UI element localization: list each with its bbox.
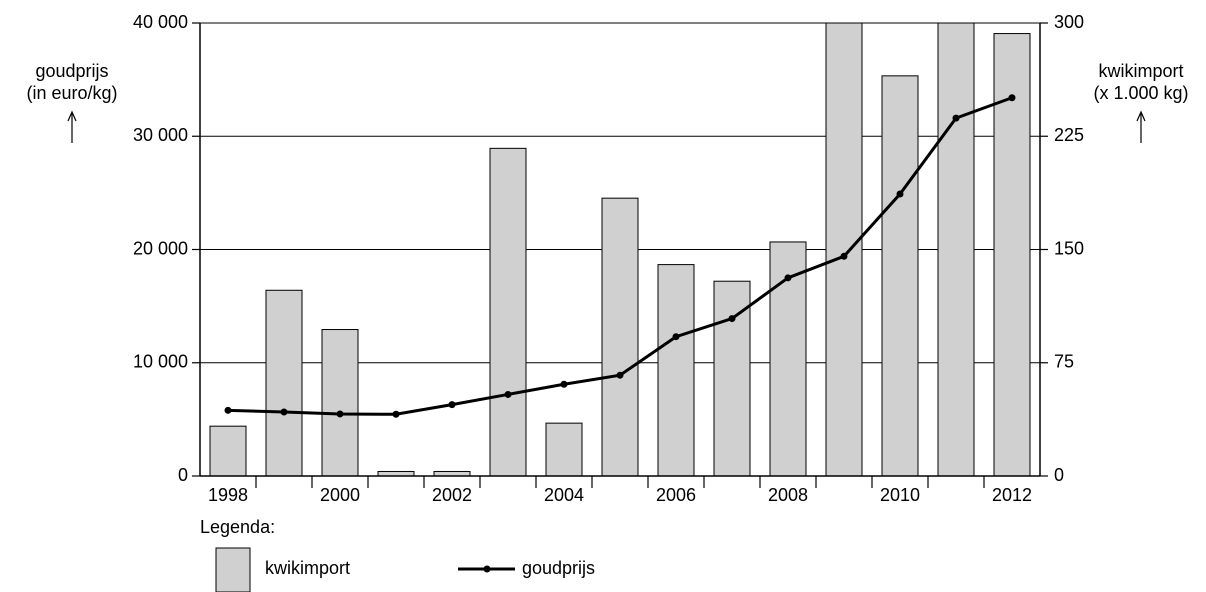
legend-label: kwikimport <box>265 558 350 578</box>
point <box>336 410 344 418</box>
bar <box>545 422 583 477</box>
legend-label: goudprijs <box>522 558 595 578</box>
bar <box>993 33 1031 477</box>
y-axis-label: goudprijs <box>35 61 108 81</box>
bar <box>601 197 639 477</box>
bar <box>489 147 527 477</box>
y2-tick-label: 75 <box>1054 352 1074 372</box>
point <box>1008 94 1016 102</box>
point <box>560 380 568 388</box>
y2-tick-label: 225 <box>1054 125 1084 145</box>
point <box>896 190 904 198</box>
y2-axis-label: (x 1.000 kg) <box>1093 83 1188 103</box>
y-tick-label: 20 000 <box>133 238 188 258</box>
y-axis-arrow <box>67 110 77 143</box>
y2-tick-label: 150 <box>1054 238 1084 258</box>
bar <box>265 289 303 477</box>
bar <box>937 22 975 477</box>
point <box>672 333 680 341</box>
x-tick-label: 2004 <box>544 485 584 505</box>
y2-tick-label: 300 <box>1054 12 1084 32</box>
y-axis-label: (in euro/kg) <box>26 83 117 103</box>
point <box>448 401 456 409</box>
x-tick-label: 2002 <box>432 485 472 505</box>
point <box>840 252 848 260</box>
x-tick-label: 2006 <box>656 485 696 505</box>
bar <box>321 329 359 477</box>
point <box>224 406 232 414</box>
x-tick-label: 2000 <box>320 485 360 505</box>
y-tick-label: 10 000 <box>133 352 188 372</box>
legend-title: Legenda: <box>200 517 275 537</box>
bar <box>825 22 863 477</box>
bar <box>657 264 695 477</box>
x-tick-label: 2008 <box>768 485 808 505</box>
y-tick-label: 40 000 <box>133 12 188 32</box>
y2-axis-label: kwikimport <box>1098 61 1183 81</box>
point <box>280 408 288 416</box>
y2-axis-arrow <box>1136 110 1146 143</box>
legend-swatch <box>215 547 251 592</box>
point <box>784 274 792 282</box>
bar <box>881 75 919 477</box>
x-tick-label: 2010 <box>880 485 920 505</box>
bar <box>209 425 247 477</box>
point <box>616 371 624 379</box>
y2-tick-label: 0 <box>1054 465 1064 485</box>
point <box>504 390 512 398</box>
x-tick-label: 1998 <box>208 485 248 505</box>
legend-swatch <box>483 565 491 573</box>
point <box>728 315 736 323</box>
y-tick-label: 30 000 <box>133 125 188 145</box>
point <box>392 410 400 418</box>
y-tick-label: 0 <box>178 465 188 485</box>
point <box>952 114 960 122</box>
x-tick-label: 2012 <box>992 485 1032 505</box>
